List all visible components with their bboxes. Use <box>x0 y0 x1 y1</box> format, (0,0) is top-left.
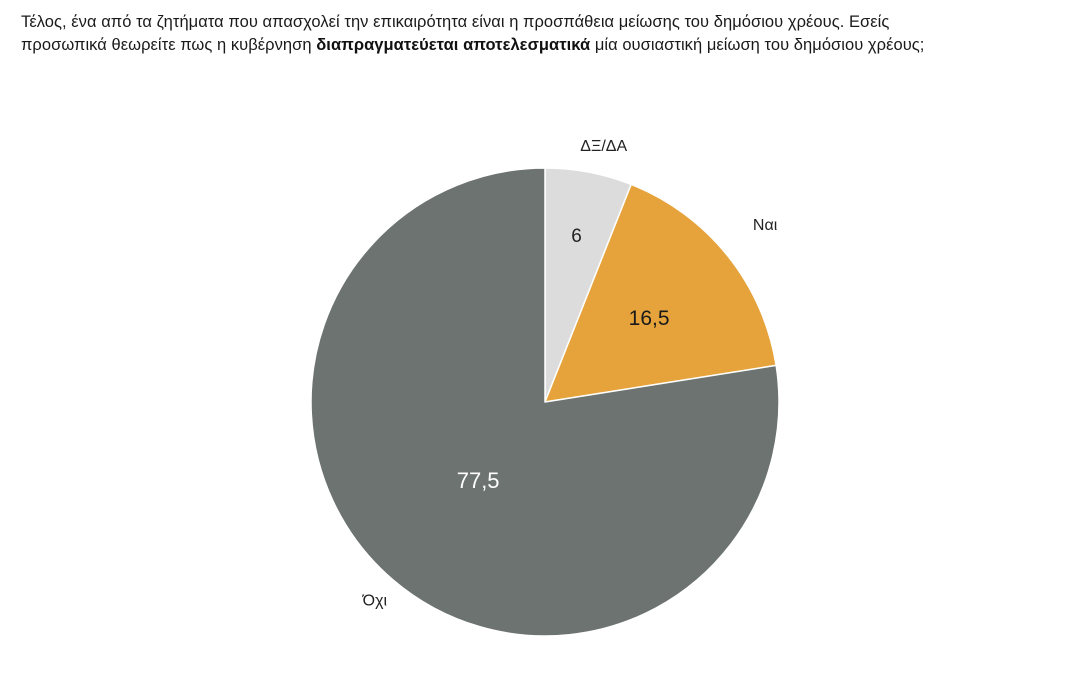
pie-slices <box>310 167 780 637</box>
question-text: Τέλος, ένα από τα ζητήματα που απασχολεί… <box>21 11 1061 57</box>
pie-value-labels: 6 16,5 77,5 <box>457 226 670 493</box>
question-line-2-start: προσωπικά θεωρείτε πως η κυβέρνηση <box>21 36 317 54</box>
pie-value-label-όχι: 77,5 <box>457 468 500 493</box>
pie-category-label-όχι: Όχι <box>362 593 388 610</box>
question-emphasis: διαπραγματεύεται αποτελεσματικά <box>316 36 591 54</box>
question-line-2-end: μία ουσιαστική μείωση του δημόσιου χρέου… <box>590 36 925 54</box>
pie-slice-όχι <box>310 167 780 637</box>
pie-category-label-ναι: Ναι <box>753 217 778 234</box>
pie-slice-ναι <box>544 183 777 403</box>
pie-category-label-δξ-δα: ΔΞ/ΔΑ <box>580 138 627 155</box>
question-line-1: Τέλος, ένα από τα ζητήματα που απασχολεί… <box>21 13 890 31</box>
pie-value-label-δξ-δα: 6 <box>571 226 582 247</box>
pie-category-labels: ΔΞ/ΔΑ Ναι Όχι <box>362 138 778 610</box>
pie-value-label-ναι: 16,5 <box>629 307 670 330</box>
